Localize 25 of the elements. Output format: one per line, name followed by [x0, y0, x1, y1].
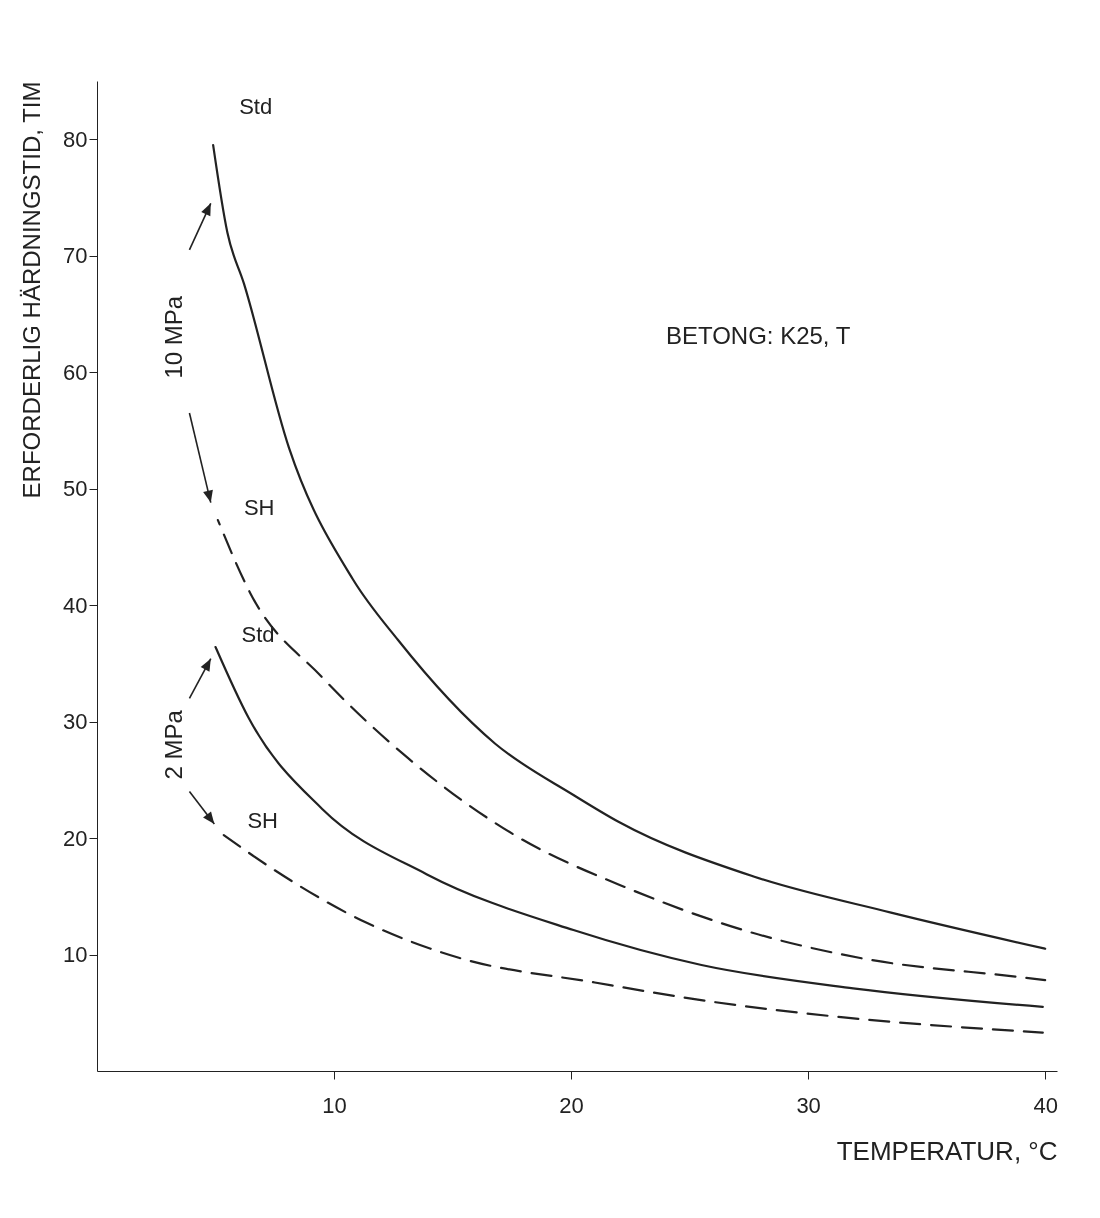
- line-series: [220, 832, 1044, 1034]
- y-tick-label: 80: [63, 126, 88, 152]
- line-series: [216, 518, 1047, 982]
- y-tick-label: 40: [63, 592, 88, 618]
- annotation: Std: [239, 94, 273, 120]
- y-tick-label: 30: [63, 709, 88, 735]
- x-axis-title: TEMPERATUR, °C: [836, 1135, 1058, 1166]
- annotation: 2 MPa: [160, 709, 188, 780]
- y-tick-label: 60: [63, 359, 88, 385]
- annotation: 10 MPa: [160, 295, 188, 379]
- y-tick-label: 50: [63, 476, 88, 502]
- y-tick-label: 10: [63, 942, 88, 968]
- x-tick-label: 10: [322, 1092, 347, 1118]
- x-tick-label: 40: [1033, 1092, 1058, 1118]
- annotation: SH: [247, 808, 279, 834]
- line-series: [214, 645, 1044, 1009]
- x-tick-label: 30: [796, 1092, 821, 1118]
- y-axis-title: ERFORDERLIG HÄRDNINGSTID, TIM: [18, 81, 46, 499]
- annotation: Std: [241, 622, 275, 648]
- y-tick-label: 20: [63, 825, 88, 851]
- annotation: BETONG: K25, T: [665, 322, 851, 350]
- annotation: SH: [243, 495, 275, 521]
- line-series: [212, 143, 1047, 950]
- y-tick-label: 70: [63, 243, 88, 269]
- x-tick-label: 20: [559, 1092, 584, 1118]
